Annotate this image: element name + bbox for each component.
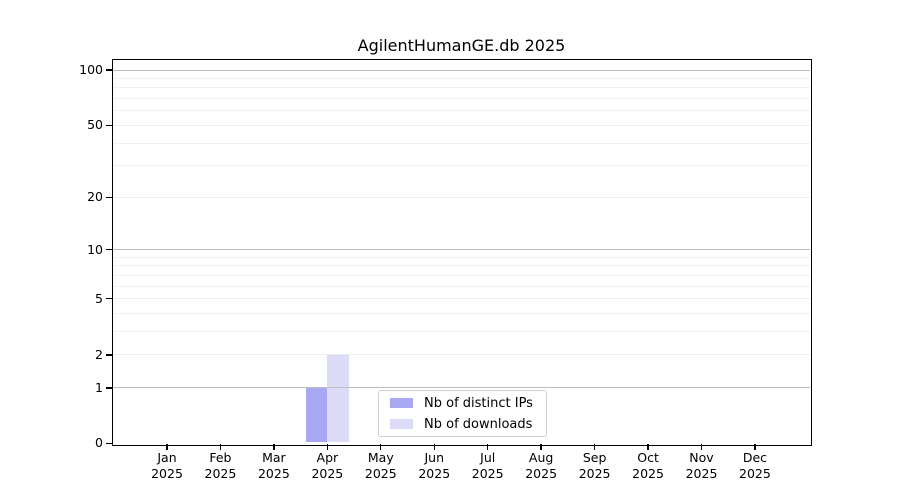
x-tick-year: 2025 (204, 466, 237, 481)
x-tick-label: Feb 2025 (190, 450, 250, 482)
x-tick (593, 444, 596, 450)
y-tick-label: 5 (95, 290, 103, 306)
y-gridline (113, 77, 810, 79)
x-tick-month: Jul (480, 450, 496, 465)
x-tick-year: 2025 (739, 466, 771, 481)
x-tick-month: Aug (528, 450, 554, 465)
x-tick-year: 2025 (418, 466, 451, 481)
x-tick-year: 2025 (471, 466, 504, 481)
y-gridline (113, 98, 810, 100)
x-tick-year: 2025 (257, 466, 290, 481)
x-tick (433, 444, 435, 450)
x-tick (754, 444, 756, 450)
x-tick-label: Sep 2025 (565, 450, 625, 482)
x-tick-year: 2025 (632, 466, 664, 481)
legend-label-downloads: Nb of downloads (424, 416, 533, 432)
y-tick (106, 442, 113, 444)
x-tick-month: Apr (316, 450, 339, 465)
y-tick (106, 196, 113, 198)
y-gridline (113, 124, 810, 126)
chart-title: AgilentHumanGE.db 2025 (357, 36, 566, 55)
x-tick (219, 444, 222, 450)
x-tick-label: May 2025 (351, 450, 411, 482)
y-tick-label: 50 (87, 117, 103, 133)
y-gridline (113, 298, 810, 300)
y-gridline (113, 387, 810, 389)
y-gridline (113, 69, 810, 71)
x-tick-month: May (367, 450, 394, 465)
bar-downloads (327, 354, 350, 443)
x-tick (380, 444, 382, 450)
y-gridline (113, 87, 810, 89)
x-tick (273, 444, 275, 450)
y-gridline (113, 256, 810, 258)
y-tick (106, 69, 113, 71)
y-tick (106, 248, 113, 251)
y-gridline (113, 331, 810, 333)
y-gridline (113, 265, 810, 267)
y-tick-label: 1 (95, 379, 103, 395)
x-tick-label: Dec 2025 (725, 450, 785, 482)
legend-item-distinct-ips: Nb of distinct IPs (390, 394, 546, 412)
x-tick-year: 2025 (685, 466, 718, 481)
legend-item-downloads: Nb of downloads (390, 415, 546, 433)
legend: Nb of distinct IPs Nb of downloads (378, 390, 547, 437)
x-tick (647, 444, 649, 450)
x-tick-label: Nov 2025 (672, 450, 732, 482)
x-tick-month: Dec (742, 450, 768, 465)
y-tick-label: 0 (95, 435, 103, 451)
y-tick-label: 100 (79, 62, 103, 77)
x-tick (540, 444, 542, 450)
x-tick (166, 444, 168, 450)
x-tick (487, 444, 489, 450)
y-gridline (113, 313, 810, 315)
x-tick-year: 2025 (151, 466, 183, 481)
y-gridline (113, 274, 810, 276)
x-tick-year: 2025 (525, 466, 558, 481)
x-tick-month: Nov (689, 450, 714, 465)
x-tick-label: Mar 2025 (244, 450, 304, 482)
x-tick-month: Oct (637, 450, 659, 465)
x-tick (326, 444, 329, 450)
x-tick-year: 2025 (364, 466, 397, 481)
x-tick-month: Jun (424, 450, 445, 465)
x-tick-month: Jan (157, 450, 177, 465)
x-tick-label: Oct 2025 (618, 450, 678, 482)
x-tick-month: Mar (262, 450, 286, 465)
y-tick-label: 10 (87, 241, 103, 257)
x-tick-year: 2025 (311, 466, 344, 481)
y-gridline (113, 110, 810, 112)
bar-distinct-ips (305, 387, 328, 443)
y-gridline (113, 142, 810, 144)
x-tick-year: 2025 (578, 466, 611, 481)
x-tick-label: Jun 2025 (404, 450, 464, 482)
legend-swatch-distinct-ips (390, 398, 413, 408)
y-gridline (113, 249, 810, 251)
x-tick-label: Jan 2025 (137, 450, 197, 482)
y-tick (106, 354, 113, 356)
x-tick (700, 444, 703, 450)
y-gridline (113, 354, 810, 356)
x-tick-label: Apr 2025 (297, 450, 357, 482)
y-tick (106, 298, 113, 300)
legend-label-distinct-ips: Nb of distinct IPs (424, 395, 533, 411)
y-gridline (113, 165, 810, 167)
y-tick-label: 2 (95, 346, 103, 362)
y-gridline (113, 285, 810, 287)
x-tick-label: Aug 2025 (511, 450, 571, 482)
y-tick (106, 124, 113, 127)
x-tick-label: Jul 2025 (458, 450, 518, 482)
y-gridline (113, 196, 810, 198)
legend-swatch-downloads (390, 419, 413, 429)
x-tick-month: Sep (582, 450, 607, 465)
y-tick (106, 387, 113, 389)
y-tick-label: 20 (87, 189, 103, 205)
x-tick-month: Feb (209, 450, 232, 465)
